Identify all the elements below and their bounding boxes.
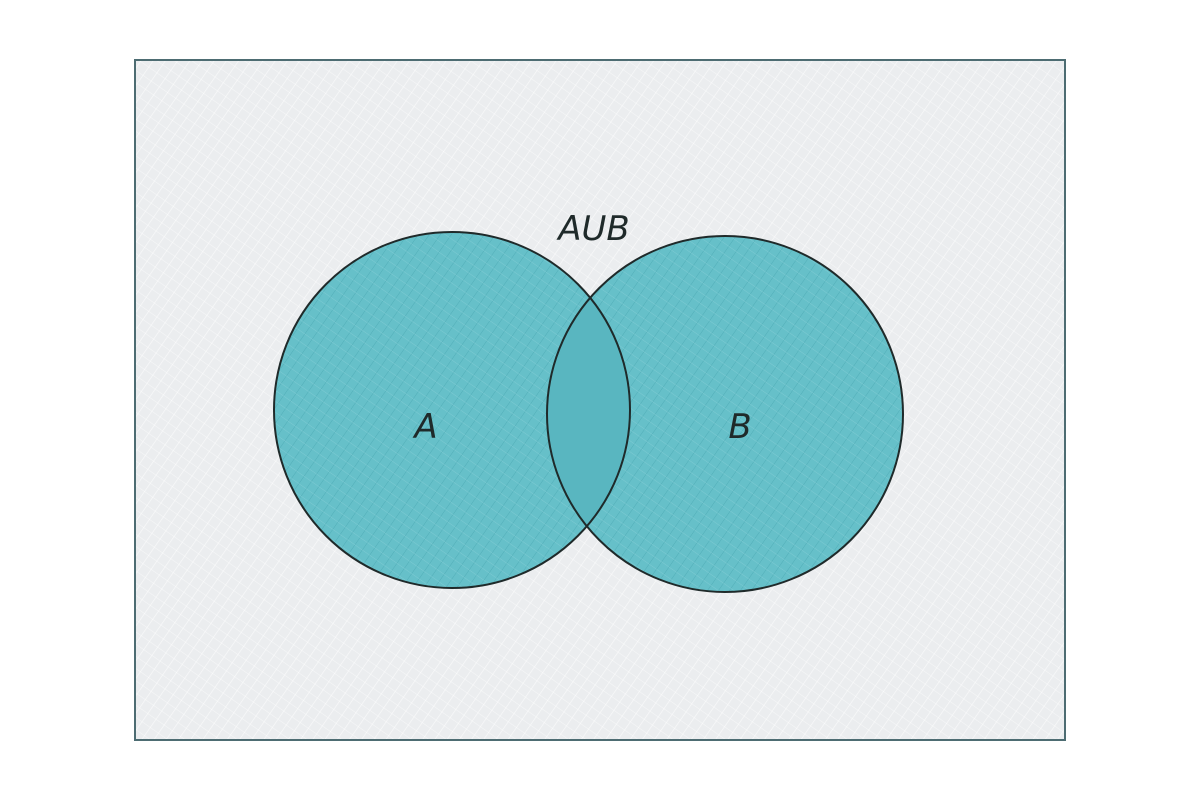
set-b-outline	[546, 235, 904, 593]
set-b-label: B	[728, 407, 751, 447]
set-a-label: A	[412, 407, 437, 447]
set-b-circle	[547, 236, 903, 592]
union-label: AUB	[556, 209, 629, 249]
set-a-outline	[273, 231, 631, 589]
set-a-circle	[274, 232, 630, 588]
